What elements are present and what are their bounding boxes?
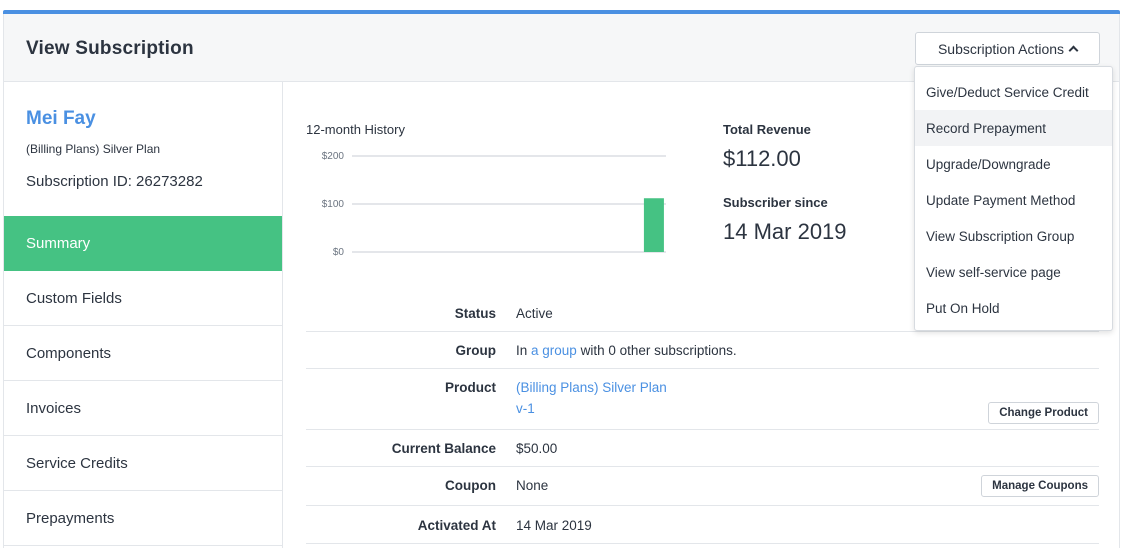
group-suffix: with 0 other subscriptions. xyxy=(580,343,737,358)
history-chart: $200 $100 $0 xyxy=(322,151,666,256)
chart-y-tick-label: $100 xyxy=(322,199,345,210)
chart-title: 12-month History xyxy=(306,122,405,137)
product-version-link[interactable]: v-1 xyxy=(516,401,535,416)
subscription-id: Subscription ID: 26273282 xyxy=(26,173,203,190)
detail-row-product: Product (Billing Plans) Silver Plan v-1 … xyxy=(306,369,1099,430)
menu-item-record-prepayment[interactable]: Record Prepayment xyxy=(915,110,1112,146)
total-revenue-label: Total Revenue xyxy=(723,122,811,137)
subscriber-since-value: 14 Mar 2019 xyxy=(723,219,847,244)
product-name-link[interactable]: (Billing Plans) Silver Plan xyxy=(516,380,667,395)
group-value: In a group with 0 other subscriptions. xyxy=(516,343,737,358)
top-accent-bar xyxy=(3,10,1120,14)
chart-y-tick-label: $0 xyxy=(333,247,345,256)
sidebar-item-custom-fields[interactable]: Custom Fields xyxy=(4,271,282,326)
sidebar-nav: Summary Custom Fields Components Invoice… xyxy=(4,216,282,546)
detail-row-status: Status Active xyxy=(306,295,1099,332)
menu-item-view-subscription-group[interactable]: View Subscription Group xyxy=(926,228,1075,244)
subscription-actions-label: Subscription Actions xyxy=(937,40,1065,57)
customer-name-link[interactable]: Mei Fay xyxy=(26,108,96,129)
activated-at-label: Activated At xyxy=(417,518,496,533)
detail-row-coupon: Coupon None Manage Coupons xyxy=(306,467,1099,506)
coupon-label: Coupon xyxy=(445,478,496,493)
detail-row-group: Group In a group with 0 other subscripti… xyxy=(306,332,1099,369)
chart-bar-month-12 xyxy=(643,198,664,252)
current-balance-label: Current Balance xyxy=(391,441,496,456)
menu-item-give-deduct-service-credit[interactable]: Give/Deduct Service Credit xyxy=(926,84,1089,100)
chart-y-tick-label: $200 xyxy=(322,151,345,162)
status-label: Status xyxy=(454,306,496,321)
detail-row-activated: Activated At 14 Mar 2019 xyxy=(306,506,1099,544)
chevron-up-icon xyxy=(1068,45,1079,56)
menu-item-put-on-hold[interactable]: Put On Hold xyxy=(926,300,1000,316)
activated-at-value: 14 Mar 2019 xyxy=(516,518,592,533)
sidebar-item-invoices[interactable]: Invoices xyxy=(4,381,282,436)
group-prefix: In xyxy=(516,343,528,358)
group-label: Group xyxy=(455,343,497,358)
subscription-actions-button[interactable]: Subscription Actions xyxy=(915,32,1100,65)
detail-row-balance: Current Balance $50.00 xyxy=(306,430,1099,467)
menu-item-update-payment-method[interactable]: Update Payment Method xyxy=(926,192,1076,208)
coupon-value: None xyxy=(516,478,549,493)
sidebar-item-components[interactable]: Components xyxy=(4,326,282,381)
page-title: View Subscription xyxy=(26,38,194,59)
sidebar-item-summary[interactable]: Summary xyxy=(4,216,282,271)
sidebar-item-service-credits[interactable]: Service Credits xyxy=(4,436,282,491)
subscriber-since-label: Subscriber since xyxy=(723,195,828,210)
sidebar: Mei Fay (Billing Plans) Silver Plan Subs… xyxy=(4,82,283,548)
sidebar-item-prepayments[interactable]: Prepayments xyxy=(4,491,282,546)
product-label: Product xyxy=(444,380,496,395)
product-value: (Billing Plans) Silver Plan v-1 xyxy=(516,380,667,416)
subscription-panel: View Subscription Subscription Actions M… xyxy=(3,14,1120,548)
current-balance-value: $50.00 xyxy=(516,441,558,456)
change-product-button[interactable]: Change Product xyxy=(988,402,1099,424)
subscription-actions-menu: Give/Deduct Service Credit Record Prepay… xyxy=(914,66,1113,331)
menu-item-upgrade-downgrade[interactable]: Upgrade/Downgrade xyxy=(926,156,1051,172)
manage-coupons-button[interactable]: Manage Coupons xyxy=(981,475,1099,497)
status-value: Active xyxy=(516,306,553,321)
group-link[interactable]: a group xyxy=(531,343,577,358)
menu-item-view-self-service-page[interactable]: View self-service page xyxy=(926,264,1061,280)
details-table: Status Active Group In a group with 0 ot… xyxy=(306,295,1099,544)
total-revenue-value: $112.00 xyxy=(723,146,801,171)
main-content: 12-month History $200 $100 $0 Total Revenu… xyxy=(284,82,1121,548)
customer-plan: (Billing Plans) Silver Plan xyxy=(26,142,161,156)
